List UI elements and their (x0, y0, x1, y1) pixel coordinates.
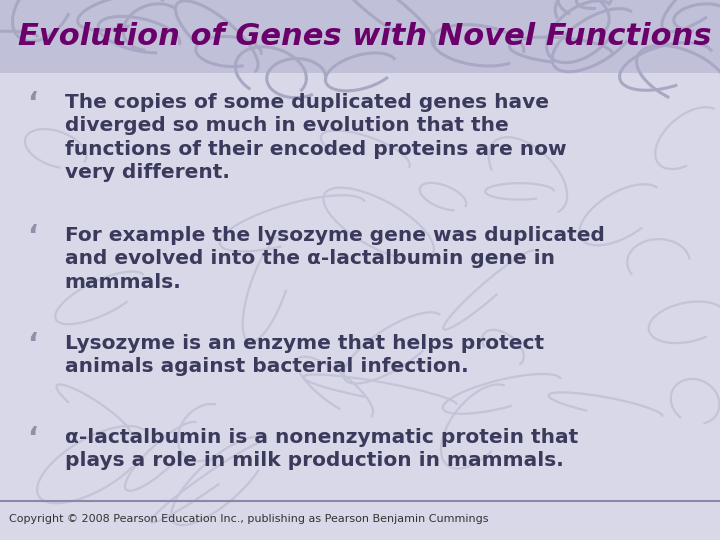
Text: ‘: ‘ (27, 425, 37, 453)
Text: ‘: ‘ (27, 331, 37, 359)
Text: ‘: ‘ (27, 223, 37, 251)
FancyBboxPatch shape (0, 0, 720, 73)
Text: α-lactalbumin is a nonenzymatic protein that
plays a role in milk production in : α-lactalbumin is a nonenzymatic protein … (65, 428, 578, 470)
Text: Evolution of Genes with Novel Functions: Evolution of Genes with Novel Functions (18, 22, 711, 51)
Text: Copyright © 2008 Pearson Education Inc., publishing as Pearson Benjamin Cummings: Copyright © 2008 Pearson Education Inc.,… (9, 515, 488, 524)
Text: The copies of some duplicated genes have
diverged so much in evolution that the
: The copies of some duplicated genes have… (65, 93, 567, 183)
Text: Lysozyme is an enzyme that helps protect
animals against bacterial infection.: Lysozyme is an enzyme that helps protect… (65, 334, 544, 376)
Text: For example the lysozyme gene was duplicated
and evolved into the α-lactalbumin : For example the lysozyme gene was duplic… (65, 226, 605, 292)
Text: ‘: ‘ (27, 90, 37, 118)
